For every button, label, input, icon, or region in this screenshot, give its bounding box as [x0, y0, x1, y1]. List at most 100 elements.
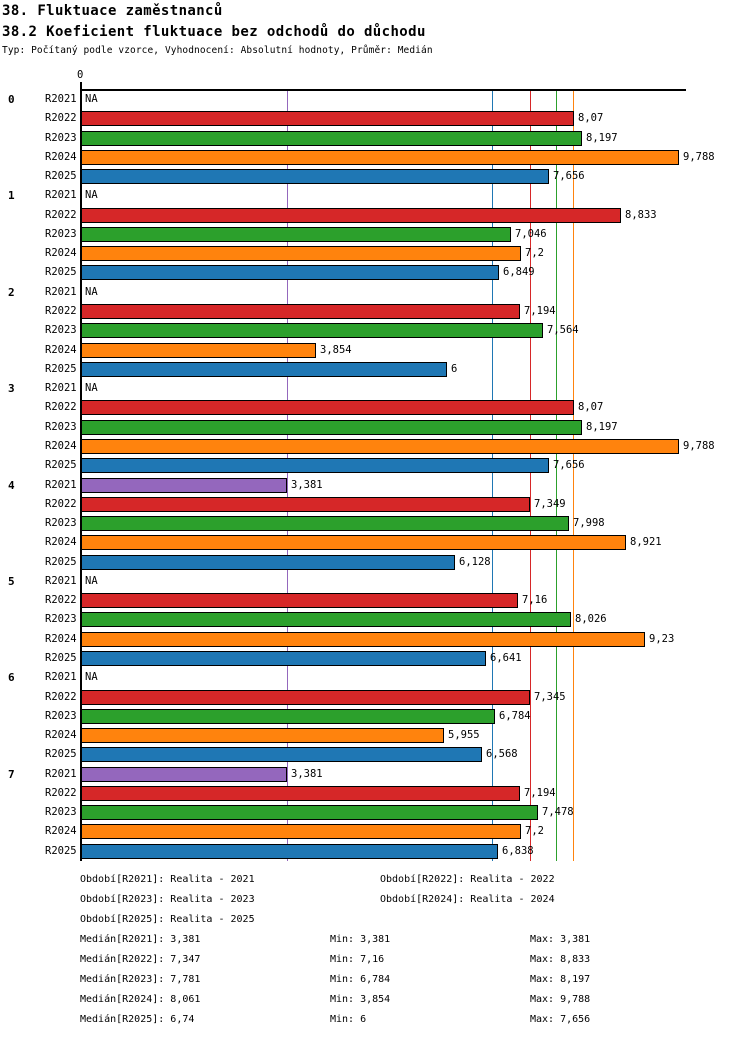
stat-max: Max: 3,381 [530, 934, 591, 945]
median-line-R2022 [530, 90, 531, 861]
bar-value-label: 9,788 [683, 151, 715, 163]
bar-value-label: 8,921 [630, 536, 662, 548]
bar-value-label: 6,128 [459, 556, 491, 568]
stat-min: Min: 3,381 [330, 934, 391, 945]
bar-value-label: 7,046 [515, 228, 547, 240]
row-label-R2025: R2025 [45, 266, 77, 278]
row-label-R2025: R2025 [45, 748, 77, 760]
bar-R2022-group-3 [81, 400, 574, 415]
group-label-2: 2 [8, 286, 15, 299]
legend-item: Období[R2022]: Realita - 2022 [380, 874, 555, 885]
bar-value-label: 7,656 [553, 170, 585, 182]
y-axis-line [80, 89, 82, 861]
row-label-R2024: R2024 [45, 344, 77, 356]
median-line-R2025 [492, 90, 493, 861]
group-label-0: 0 [8, 93, 15, 106]
legend-item: Období[R2021]: Realita - 2021 [80, 874, 255, 885]
bar-R2024-group-4 [81, 535, 626, 550]
row-label-R2023: R2023 [45, 806, 77, 818]
stat-min: Min: 6 [330, 1014, 367, 1025]
bar-value-label: 8,07 [578, 112, 604, 124]
stat-max: Max: 8,833 [530, 954, 591, 965]
row-label-R2025: R2025 [45, 845, 77, 857]
bar-R2022-group-1 [81, 208, 621, 223]
bar-value-label: 3,381 [291, 479, 323, 491]
row-label-R2025: R2025 [45, 556, 77, 568]
bar-value-label: NA [85, 382, 98, 394]
bar-R2025-group-2 [81, 362, 447, 377]
row-label-R2022: R2022 [45, 691, 77, 703]
row-label-R2024: R2024 [45, 536, 77, 548]
bar-R2025-group-0 [81, 169, 549, 184]
bar-R2022-group-6 [81, 690, 530, 705]
bar-R2025-group-6 [81, 747, 482, 762]
row-label-R2022: R2022 [45, 401, 77, 413]
bar-R2022-group-7 [81, 786, 520, 801]
bar-value-label: 3,854 [320, 344, 352, 356]
bar-value-label: 7,194 [524, 787, 556, 799]
stat-max: Max: 9,788 [530, 994, 591, 1005]
bar-value-label: 7,564 [547, 324, 579, 336]
bar-R2021-group-4 [81, 478, 287, 493]
bar-value-label: 6,838 [502, 845, 534, 857]
bar-R2023-group-5 [81, 612, 571, 627]
stat-max: Max: 8,197 [530, 974, 591, 985]
row-label-R2023: R2023 [45, 710, 77, 722]
row-label-R2023: R2023 [45, 132, 77, 144]
group-label-4: 4 [8, 479, 15, 492]
bar-value-label: 9,788 [683, 440, 715, 452]
bar-R2024-group-6 [81, 728, 444, 743]
row-label-R2022: R2022 [45, 498, 77, 510]
row-label-R2024: R2024 [45, 825, 77, 837]
row-label-R2025: R2025 [45, 652, 77, 664]
row-label-R2021: R2021 [45, 93, 77, 105]
chart-meta-line: Typ: Počítaný podle vzorce, Vyhodnocení:… [2, 45, 433, 56]
bar-R2022-group-2 [81, 304, 520, 319]
row-label-R2021: R2021 [45, 189, 77, 201]
bar-R2024-group-1 [81, 246, 521, 261]
median-line-R2023 [556, 90, 557, 861]
bar-R2024-group-5 [81, 632, 645, 647]
bar-value-label: 8,833 [625, 209, 657, 221]
bar-value-label: NA [85, 286, 98, 298]
row-label-R2021: R2021 [45, 382, 77, 394]
bar-R2023-group-4 [81, 516, 569, 531]
row-label-R2022: R2022 [45, 112, 77, 124]
bar-value-label: 9,23 [649, 633, 675, 645]
stat-min: Min: 7,16 [330, 954, 385, 965]
bar-R2025-group-5 [81, 651, 486, 666]
stat-median: Medián[R2021]: 3,381 [80, 934, 201, 945]
bar-value-label: 6 [451, 363, 458, 375]
row-label-R2024: R2024 [45, 633, 77, 645]
bar-R2023-group-2 [81, 323, 543, 338]
legend-item: Období[R2024]: Realita - 2024 [380, 894, 555, 905]
bar-value-label: 7,345 [534, 691, 566, 703]
row-label-R2023: R2023 [45, 517, 77, 529]
median-line-R2024 [573, 90, 574, 861]
row-label-R2025: R2025 [45, 170, 77, 182]
x-axis-line [80, 89, 686, 91]
bar-R2025-group-1 [81, 265, 499, 280]
row-label-R2023: R2023 [45, 324, 77, 336]
bar-R2024-group-0 [81, 150, 679, 165]
bar-R2023-group-1 [81, 227, 511, 242]
stat-median: Medián[R2022]: 7,347 [80, 954, 201, 965]
bar-value-label: 6,784 [499, 710, 531, 722]
bar-value-label: 5,955 [448, 729, 480, 741]
bar-R2024-group-7 [81, 824, 521, 839]
bar-R2023-group-7 [81, 805, 538, 820]
bar-value-label: NA [85, 189, 98, 201]
bar-value-label: 7,998 [573, 517, 605, 529]
bar-value-label: 8,026 [575, 613, 607, 625]
bar-value-label: 7,478 [542, 806, 574, 818]
bar-R2024-group-3 [81, 439, 679, 454]
axis-origin-tick [80, 82, 82, 90]
bar-R2022-group-5 [81, 593, 518, 608]
stat-median: Medián[R2025]: 6,74 [80, 1014, 195, 1025]
row-label-R2021: R2021 [45, 575, 77, 587]
stat-median: Medián[R2023]: 7,781 [80, 974, 201, 985]
legend-item: Období[R2023]: Realita - 2023 [80, 894, 255, 905]
stat-min: Min: 6,784 [330, 974, 391, 985]
page-title: 38. Fluktuace zaměstnanců [2, 3, 223, 19]
